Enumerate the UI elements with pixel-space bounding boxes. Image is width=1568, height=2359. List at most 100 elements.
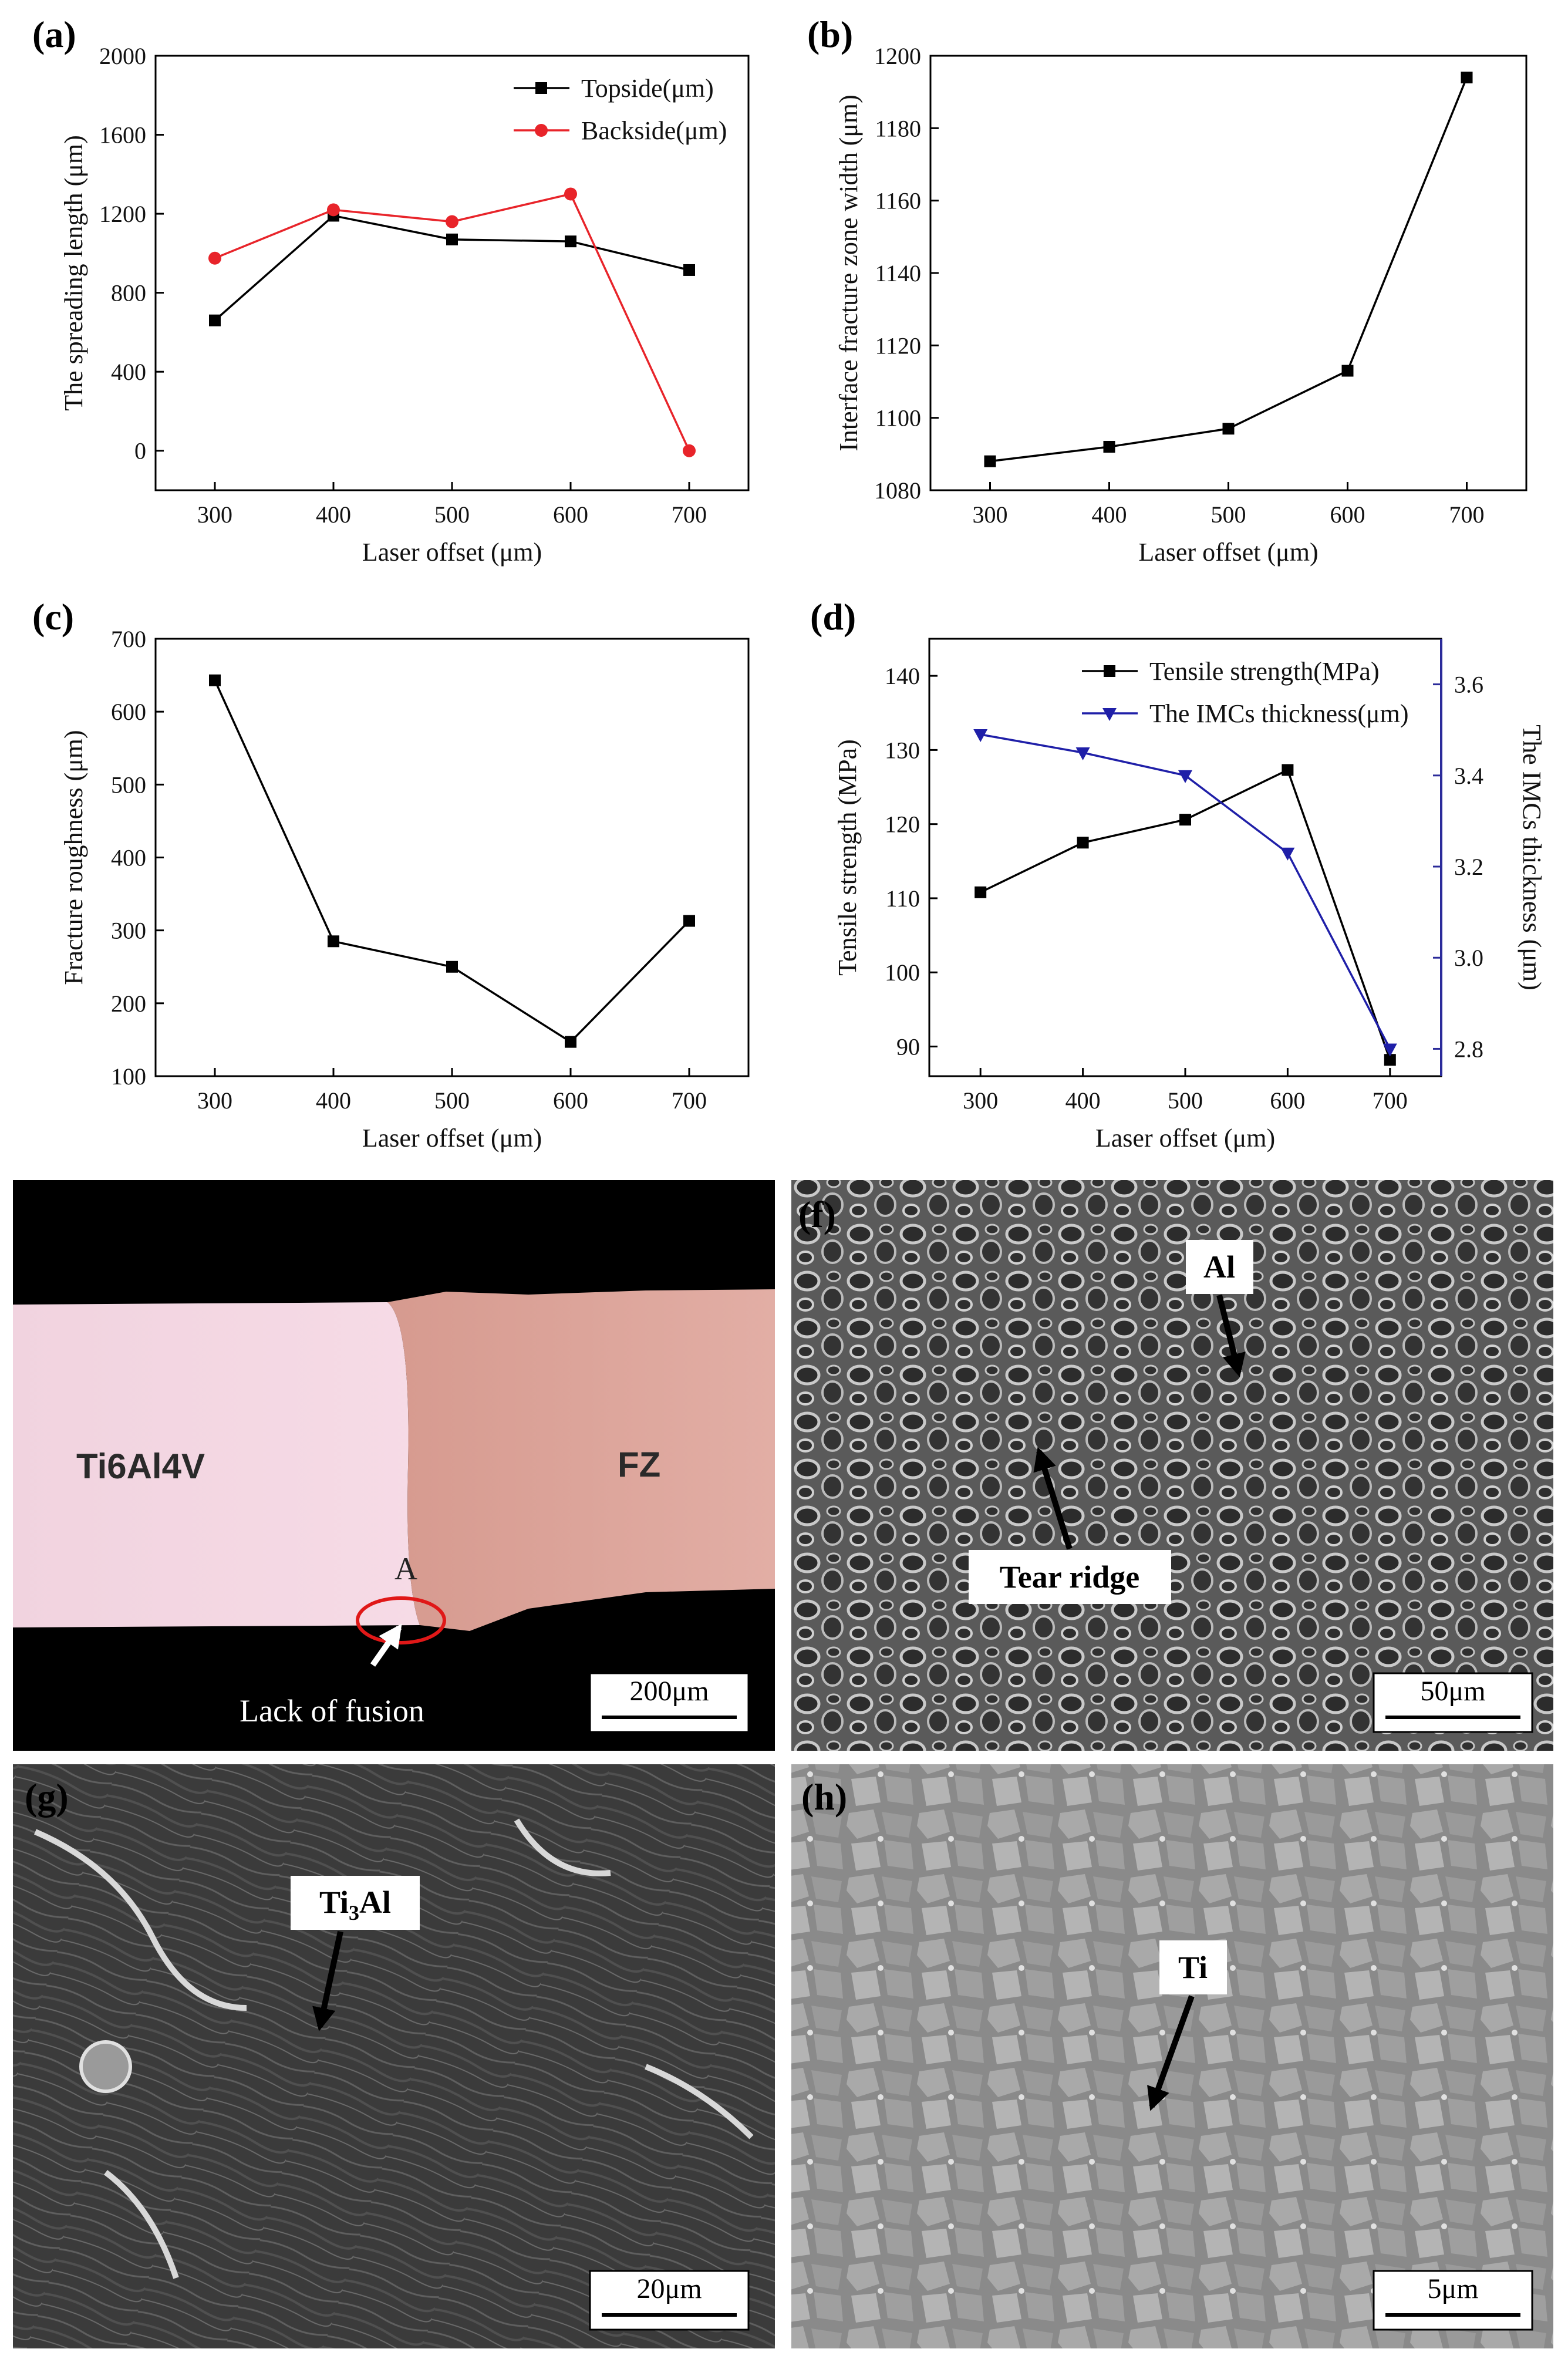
- scale-box-f: [1373, 1672, 1533, 1733]
- series-line-a-0: [214, 214, 690, 322]
- x-tick-label-d: 600: [1270, 1087, 1305, 1114]
- x-tick-label-b: 500: [1211, 501, 1246, 528]
- data-point-a-1: [564, 187, 577, 201]
- micrograph-g-background: [13, 1764, 775, 2348]
- y-tick-label-c: 400: [111, 845, 146, 871]
- data-point-d-1: [1382, 1043, 1397, 1057]
- ti3al-label: Ti3Al: [319, 1885, 391, 1925]
- y-tick-label-a: 800: [111, 280, 146, 306]
- panel-label-h: (h): [801, 1776, 847, 1818]
- data-point-a-1: [446, 215, 458, 228]
- data-point-a-0: [683, 264, 695, 276]
- legend-marker-a-1: [535, 124, 548, 137]
- data-point-a-1: [327, 203, 340, 217]
- ti3al-label-box: [291, 1876, 420, 1930]
- data-point-b-0: [1222, 423, 1235, 435]
- y-right-tick-label-d: 3.0: [1454, 945, 1483, 971]
- y-tick-label-c: 200: [111, 990, 146, 1017]
- x-tick-label-a: 400: [316, 501, 351, 528]
- x-tick-label-a: 500: [434, 501, 470, 528]
- panel-label-b: (b): [807, 14, 853, 55]
- y-axis-label-c: Fracture roughness (μm): [59, 730, 88, 985]
- y-tick-label-c: 300: [111, 918, 146, 944]
- scale-label-h: 5μm: [1427, 2273, 1478, 2304]
- x-tick-label-c: 700: [672, 1087, 707, 1114]
- series-line-d-0: [980, 769, 1391, 1060]
- data-point-c-0: [446, 961, 458, 973]
- y-right-tick-label-d: 3.2: [1454, 854, 1483, 880]
- data-point-b-0: [1341, 365, 1354, 377]
- series-line-b-0: [990, 77, 1468, 463]
- data-point-a-0: [446, 233, 458, 245]
- panel-label-g: (g): [25, 1776, 69, 1818]
- data-point-d-0: [1384, 1054, 1396, 1066]
- y-tick-label-c: 500: [111, 771, 146, 798]
- scale-box-g: [589, 2270, 750, 2331]
- y-tick-label-a: 1600: [99, 122, 146, 149]
- x-tick-label-d: 700: [1373, 1087, 1408, 1114]
- ti6al4v-label: Ti6Al4V: [76, 1447, 205, 1486]
- y-right-tick-label-d: 2.8: [1454, 1036, 1483, 1062]
- ti3al-features: [34, 1818, 754, 2279]
- y-tick-label-b: 1180: [875, 115, 921, 141]
- legend-label-a-1: Backside(μm): [581, 116, 727, 145]
- fz-label: FZ: [618, 1445, 660, 1484]
- data-point-b-0: [1461, 72, 1473, 83]
- data-point-b-0: [1103, 441, 1115, 453]
- y-tick-label-d: 140: [885, 663, 920, 689]
- data-point-c-0: [328, 935, 339, 948]
- x-axis-label-b: Laser offset (μm): [1138, 538, 1318, 567]
- series-line-a-1: [214, 193, 690, 451]
- y-right-tick-label-d: 3.4: [1454, 763, 1483, 789]
- panel-label-c: (c): [32, 596, 74, 638]
- y-tick-label-a: 2000: [99, 43, 146, 69]
- lack-of-fusion-label: Lack of fusion: [240, 1693, 424, 1728]
- y-axis-label-d: Tensile strength (MPa): [833, 739, 862, 976]
- x-tick-label-a: 300: [197, 501, 232, 528]
- scale-label-e: 200μm: [629, 1676, 709, 1707]
- x-tick-label-d: 300: [963, 1087, 998, 1114]
- panel-label-f: (f): [798, 1194, 836, 1235]
- y-tick-label-b: 1160: [875, 188, 921, 214]
- y-tick-label-d: 90: [896, 1033, 920, 1060]
- data-point-d-0: [1179, 814, 1191, 826]
- x-axis-label-d: Laser offset (μm): [1095, 1124, 1275, 1152]
- y-axis-label-b: Interface fracture zone width (μm): [834, 95, 863, 451]
- y-tick-label-d: 130: [885, 737, 920, 763]
- y-tick-label-b: 1100: [875, 405, 921, 432]
- data-point-d-1: [1280, 847, 1295, 861]
- legend-label-d-1: The IMCs thickness(μm): [1149, 699, 1409, 728]
- ti3al-arrow: [312, 1930, 343, 2031]
- x-tick-label-c: 600: [553, 1087, 588, 1114]
- x-axis-label-a: Laser offset (μm): [362, 538, 542, 567]
- data-point-a-1: [208, 251, 221, 265]
- data-point-d-0: [1282, 764, 1294, 776]
- data-point-d-1: [1178, 770, 1192, 783]
- ti3al-label-sub: 3: [349, 1901, 359, 1925]
- y-right-tick-label-d: 3.6: [1454, 672, 1483, 698]
- x-tick-label-b: 400: [1092, 501, 1127, 528]
- tear-ridge-arrow: [1033, 1447, 1073, 1550]
- ti-label: Ti: [1178, 1950, 1208, 1985]
- x-tick-label-b: 700: [1449, 501, 1485, 528]
- micrograph-f-background: [791, 1180, 1553, 1751]
- panel-label-e: (e): [25, 1194, 66, 1235]
- y-tick-label-a: 400: [111, 359, 146, 385]
- x-tick-label-c: 400: [316, 1087, 351, 1114]
- x-tick-label-d: 400: [1065, 1087, 1101, 1114]
- y-tick-label-a: 0: [134, 438, 146, 464]
- chart-a: (a) 300 400 500 600 700 0 400 800 1200 1600 2000 Las…: [32, 14, 750, 567]
- series-line-c-0: [214, 680, 690, 1043]
- y-tick-label-a: 1200: [99, 201, 146, 227]
- y-tick-label-b: 1200: [874, 43, 921, 69]
- defect-arrow: [370, 1623, 402, 1667]
- legend-marker-a-0: [535, 82, 547, 94]
- y-tick-label-b: 1080: [874, 477, 921, 504]
- data-point-c-0: [209, 674, 221, 686]
- particle-g: [79, 2040, 132, 2093]
- legend-marker-d-0: [1104, 665, 1115, 677]
- y-axis-label-a: The spreading length (μm): [59, 135, 88, 411]
- scale-box-h: [1373, 2270, 1533, 2331]
- al-label-box: [1186, 1240, 1253, 1294]
- point-a-label: A: [394, 1551, 417, 1586]
